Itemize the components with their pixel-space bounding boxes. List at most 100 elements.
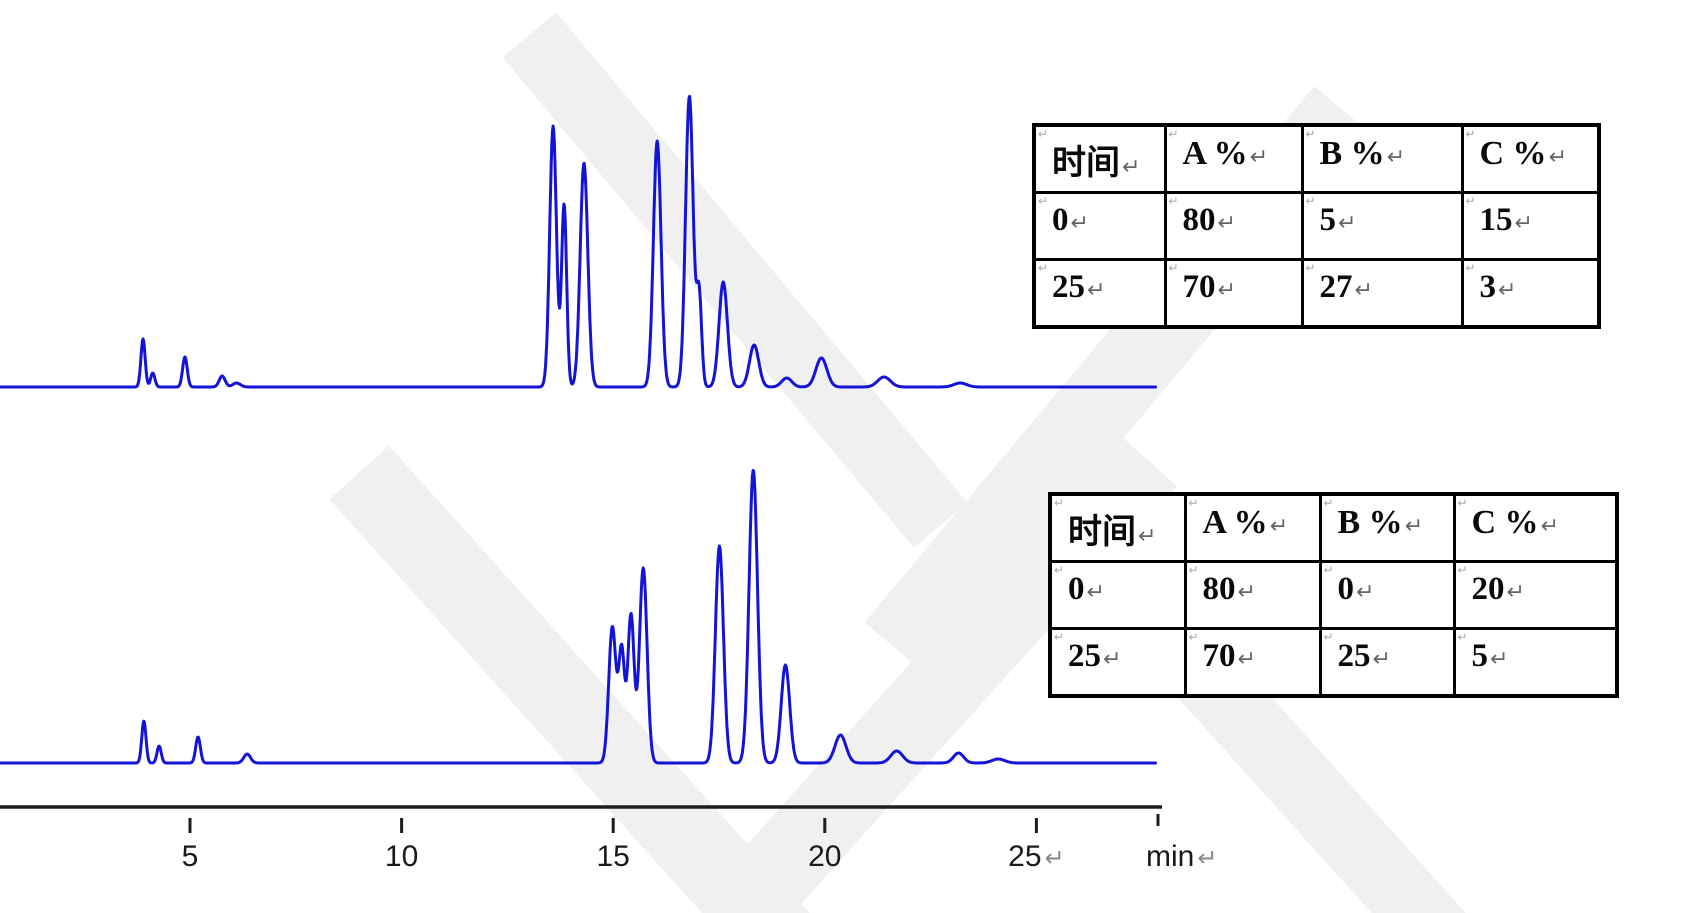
cell-anchor-icon: ↵	[1188, 630, 1199, 644]
cell-anchor-icon: ↵	[1305, 127, 1316, 141]
return-mark-icon: ↵	[1356, 579, 1375, 604]
return-mark-icon: ↵	[1237, 646, 1256, 671]
cell-anchor-icon: ↵	[1054, 496, 1065, 510]
cell-value: A %	[1202, 504, 1268, 541]
cell-anchor-icon: ↵	[1038, 261, 1049, 275]
gradient-table-top: ↵ 时间↵ ↵ A %↵ ↵ B %↵ ↵ C %↵ ↵ 0↵ ↵ 80↵ ↵ 5↵ ↵ 15↵ ↵ 25↵ ↵ 70…	[1032, 123, 1601, 329]
value-cell: ↵ 5↵	[1452, 627, 1619, 698]
return-mark-icon: ↵	[1237, 579, 1256, 604]
return-mark-icon: ↵	[1138, 523, 1157, 548]
x-tick-label-15: 15	[596, 840, 630, 873]
chromatogram-bottom-trace	[0, 468, 1158, 765]
cell-anchor-icon: ↵	[1038, 127, 1049, 141]
header-cell: ↵ C %↵	[1452, 492, 1619, 563]
cell-anchor-icon: ↵	[1168, 127, 1179, 141]
value-cell: ↵ 70↵	[1183, 627, 1322, 698]
value-cell: ↵ 25↵	[1318, 627, 1456, 698]
cell-value: 80	[1182, 202, 1216, 238]
cell-anchor-icon: ↵	[1457, 630, 1468, 644]
return-mark-icon: ↵	[1070, 210, 1089, 235]
return-mark-icon: ↵	[1548, 144, 1567, 169]
header-cell: ↵ 时间↵	[1032, 123, 1167, 194]
return-mark-icon: ↵	[1086, 579, 1105, 604]
return-mark-icon: ↵	[1490, 646, 1509, 671]
cell-anchor-icon: ↵	[1188, 496, 1199, 510]
value-cell: ↵ 0↵	[1032, 191, 1167, 261]
return-mark-icon: ↵	[1217, 277, 1236, 302]
return-mark-icon: ↵	[1372, 646, 1391, 671]
cell-value: 25	[1337, 638, 1371, 674]
return-mark-icon: ↵	[1386, 144, 1406, 169]
value-cell: ↵ 5↵	[1300, 191, 1464, 261]
cell-anchor-icon: ↵	[1323, 630, 1334, 644]
cell-value: 5	[1319, 202, 1337, 238]
unit-text: min	[1146, 840, 1195, 873]
return-mark-icon: ↵	[1249, 144, 1269, 169]
return-mark-icon: ↵	[1404, 513, 1424, 538]
cell-anchor-icon: ↵	[1323, 563, 1334, 577]
cell-anchor-icon: ↵	[1305, 194, 1316, 208]
value-cell: ↵ 80↵	[1183, 560, 1322, 630]
cell-anchor-icon: ↵	[1168, 261, 1179, 275]
cell-value: C %	[1471, 504, 1539, 541]
value-cell: ↵ 27↵	[1300, 258, 1464, 329]
x-tick-label-20: 20	[808, 840, 842, 873]
cell-value: C %	[1479, 135, 1547, 172]
return-mark-icon: ↵	[1087, 277, 1106, 302]
return-mark-icon: ↵	[1506, 579, 1525, 604]
table-row: ↵ 0↵ ↵ 80↵ ↵ 5↵ ↵ 15↵	[1032, 191, 1601, 261]
header-cell: ↵ B %↵	[1300, 123, 1464, 194]
value-cell: ↵ 25↵	[1048, 627, 1187, 698]
value-cell: ↵ 0↵	[1318, 560, 1456, 630]
cell-anchor-icon: ↵	[1323, 496, 1334, 510]
return-mark-icon: ↵	[1269, 513, 1289, 538]
return-mark-icon: ↵	[1540, 513, 1559, 538]
cell-anchor-icon: ↵	[1168, 194, 1179, 208]
cell-value: 70	[1202, 638, 1236, 674]
header-cell: ↵ C %↵	[1460, 123, 1601, 194]
x-axis-unit-label: min ↵	[1146, 840, 1217, 874]
header-cell: ↵ B %↵	[1318, 492, 1456, 563]
return-mark-icon: ↵	[1498, 277, 1517, 302]
cell-value: 15	[1479, 202, 1513, 238]
cell-value: 27	[1319, 269, 1353, 305]
table-header-row: ↵ 时间↵ ↵ A %↵ ↵ B %↵ ↵ C %↵	[1048, 492, 1619, 563]
cell-anchor-icon: ↵	[1465, 127, 1476, 141]
header-cell: ↵ A %↵	[1183, 492, 1322, 563]
cell-anchor-icon: ↵	[1465, 194, 1476, 208]
cell-anchor-icon: ↵	[1038, 194, 1049, 208]
x-tick-label-5: 5	[181, 840, 199, 873]
value-cell: ↵ 20↵	[1452, 560, 1619, 630]
return-mark-icon: ↵	[1514, 210, 1533, 235]
header-cell: ↵ A %↵	[1163, 123, 1304, 194]
cell-anchor-icon: ↵	[1305, 261, 1316, 275]
return-mark-icon: ↵	[1103, 646, 1122, 671]
cell-value: 0	[1337, 571, 1355, 607]
cell-anchor-icon: ↵	[1457, 496, 1468, 510]
cell-value: 80	[1202, 571, 1236, 607]
cell-value: 时间	[1068, 514, 1136, 551]
return-mark-icon: ↵	[1197, 845, 1218, 872]
header-cell: ↵ 时间↵	[1048, 492, 1187, 563]
x-tick-label-25: 25 ↵	[1008, 840, 1065, 873]
return-mark-icon: ↵	[1354, 277, 1373, 302]
value-cell: ↵ 3↵	[1460, 258, 1601, 329]
value-cell: ↵ 80↵	[1163, 191, 1304, 261]
cell-value: 0	[1068, 571, 1085, 607]
return-mark-icon: ↵	[1217, 210, 1236, 235]
cell-value: 0	[1052, 202, 1069, 238]
cell-anchor-icon: ↵	[1188, 563, 1199, 577]
value-cell: ↵ 15↵	[1460, 191, 1601, 261]
x-tick-label-10: 10	[384, 840, 419, 873]
table-row: ↵ 25↵ ↵ 70↵ ↵ 27↵ ↵ 3↵	[1032, 258, 1601, 329]
return-mark-icon: ↵	[1338, 210, 1357, 235]
value-cell: ↵ 70↵	[1163, 258, 1304, 329]
cell-value: A %	[1182, 135, 1248, 172]
cell-value: 时间	[1052, 145, 1120, 182]
table-row: ↵ 0↵ ↵ 80↵ ↵ 0↵ ↵ 20↵	[1048, 560, 1619, 630]
cell-anchor-icon: ↵	[1054, 563, 1065, 577]
cell-anchor-icon: ↵	[1457, 563, 1468, 577]
value-cell: ↵ 0↵	[1048, 560, 1187, 630]
cell-anchor-icon: ↵	[1054, 630, 1065, 644]
